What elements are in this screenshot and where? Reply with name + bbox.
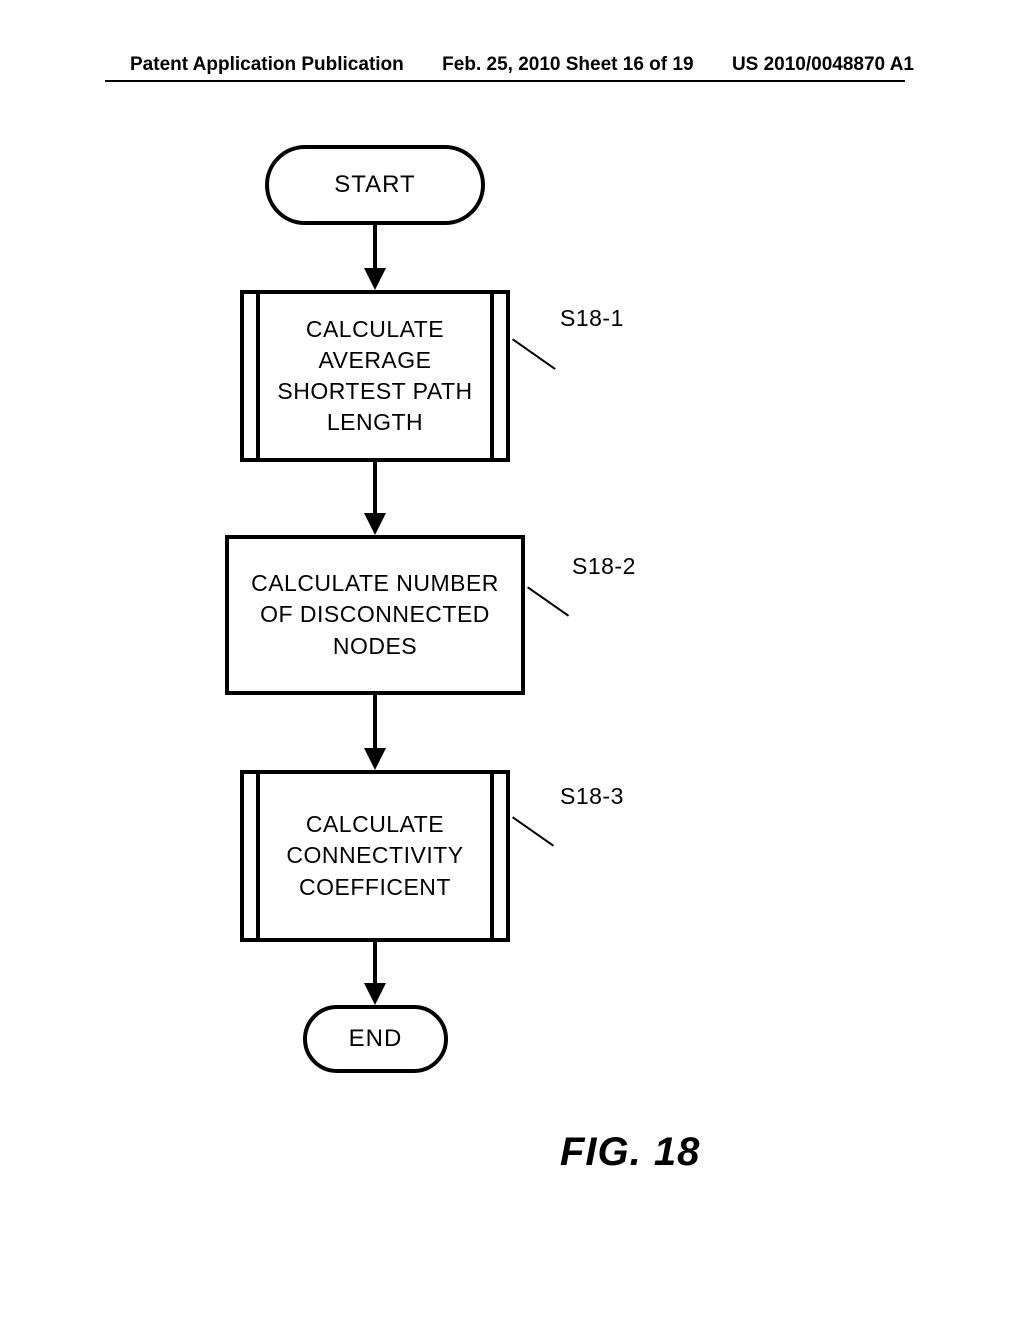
node-s3: CALCULATECONNECTIVITYCOEFFICENT [240, 770, 510, 942]
node-s2: CALCULATE NUMBEROF DISCONNECTEDNODES [225, 535, 525, 695]
node-s1: CALCULATEAVERAGESHORTEST PATHLENGTH [240, 290, 510, 462]
flowchart: START CALCULATEAVERAGESHORTEST PATHLENGT… [0, 0, 1024, 1320]
arrowhead-s3-end [364, 983, 386, 1005]
arrowhead-s2-s3 [364, 748, 386, 770]
node-end: END [303, 1005, 448, 1073]
leader-s3 [512, 816, 554, 846]
node-s3-label: CALCULATECONNECTIVITYCOEFFICENT [258, 809, 491, 902]
node-start: START [265, 145, 485, 225]
leader-s2 [527, 586, 569, 616]
arrow-start-s1 [373, 225, 377, 271]
arrowhead-s1-s2 [364, 513, 386, 535]
node-start-label: START [334, 171, 415, 199]
label-s3: S18-3 [560, 783, 624, 810]
node-s1-label: CALCULATEAVERAGESHORTEST PATHLENGTH [249, 314, 500, 438]
label-s1: S18-1 [560, 305, 624, 332]
label-s2: S18-2 [572, 553, 636, 580]
node-s2-label: CALCULATE NUMBEROF DISCONNECTEDNODES [235, 568, 515, 661]
arrowhead-start-s1 [364, 268, 386, 290]
node-end-label: END [349, 1025, 403, 1053]
arrow-s2-s3 [373, 695, 377, 751]
figure-caption: FIG. 18 [560, 1130, 700, 1175]
arrow-s3-end [373, 942, 377, 986]
arrow-s1-s2 [373, 462, 377, 516]
leader-s1 [512, 338, 556, 369]
